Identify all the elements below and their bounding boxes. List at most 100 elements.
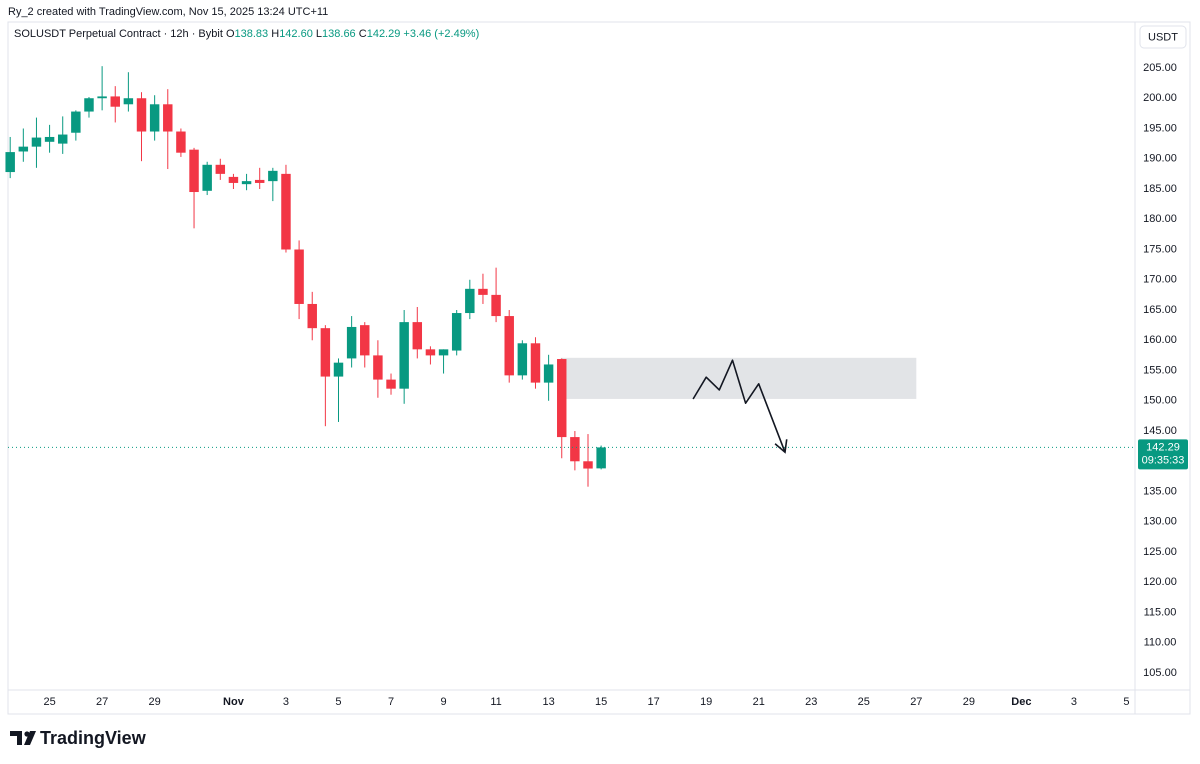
x-tick-label: 21	[753, 696, 765, 708]
x-tick-label: 17	[648, 696, 660, 708]
y-tick-label: 115.00	[1144, 606, 1177, 618]
x-tick-label: 25	[43, 696, 55, 708]
candle-body	[333, 362, 344, 377]
candle-body	[517, 343, 528, 376]
y-tick-label: 145.00	[1143, 425, 1177, 437]
ohlc-value: 138.66	[322, 28, 356, 40]
symbol: SOLUSDT Perpetual Contract · 12h · Bybit	[14, 28, 223, 40]
candle-body	[583, 461, 593, 469]
candle-body	[149, 104, 160, 132]
x-tick-label: 29	[149, 696, 161, 708]
candle-body	[570, 437, 580, 462]
y-tick-label: 170.00	[1143, 274, 1177, 286]
x-tick-label: 3	[1071, 696, 1077, 708]
ohlc-value: 142.29	[367, 28, 401, 40]
x-tick-label: 19	[700, 696, 712, 708]
brand: TradingView	[40, 728, 147, 748]
ohlc-label: H	[271, 28, 279, 40]
y-tick-label: 190.00	[1143, 153, 1177, 165]
candle-body	[320, 328, 331, 377]
candle-body	[31, 137, 42, 147]
candle-body	[504, 316, 514, 376]
brand-icon-dot	[24, 731, 30, 737]
y-tick-label: 175.00	[1143, 243, 1177, 255]
x-tick-label: 15	[595, 696, 607, 708]
y-tick-label: 130.00	[1143, 516, 1177, 528]
candle-body	[241, 181, 252, 185]
currency[interactable]: USDT	[1148, 31, 1178, 43]
y-tick-label: 205.00	[1143, 62, 1177, 74]
candle-body	[360, 325, 370, 356]
last-price-box	[1138, 439, 1188, 470]
x-tick-label: 23	[805, 696, 817, 708]
candle-body	[491, 294, 501, 317]
candle-body	[97, 96, 107, 99]
candle-body	[557, 359, 567, 438]
y-tick-label: 105.00	[1143, 667, 1177, 679]
y-tick-label: 125.00	[1143, 546, 1177, 558]
candle-body	[530, 343, 541, 383]
y-tick-label: 155.00	[1143, 364, 1177, 376]
candle-body	[5, 152, 15, 173]
countdown: 09:35:33	[1142, 454, 1185, 466]
x-tick-label: 25	[858, 696, 870, 708]
candle-body	[268, 170, 278, 182]
y-tick-label: 160.00	[1143, 334, 1177, 346]
symbol-legend: SOLUSDT Perpetual Contract · 12h · Bybit…	[14, 28, 479, 40]
ohlc-value: 142.60	[279, 28, 313, 40]
x-tick-label: 3	[283, 696, 289, 708]
candle-body	[254, 179, 265, 183]
currency-box[interactable]	[1139, 25, 1187, 49]
candle-body	[386, 379, 396, 389]
y-tick-label: 135.00	[1143, 485, 1177, 497]
candle-body	[399, 322, 409, 389]
x-tick-label: 11	[490, 696, 501, 708]
credit: Ry_2 created with TradingView.com, Nov 1…	[8, 6, 328, 18]
candle-body	[465, 288, 475, 314]
ohlc-value: 138.83	[235, 28, 269, 40]
candle-body	[478, 288, 488, 295]
x-tick-label: 27	[910, 696, 922, 708]
x-tick-label: 5	[1123, 696, 1129, 708]
projection-arrowhead	[774, 439, 788, 454]
candle-body	[202, 164, 212, 191]
x-tick-label: 9	[440, 696, 446, 708]
candle-body	[57, 134, 68, 144]
x-tick-label: 29	[963, 696, 975, 708]
candle-body	[71, 111, 81, 133]
y-tick-label: 150.00	[1143, 395, 1177, 407]
candle-body	[438, 349, 449, 356]
candle-body	[346, 326, 357, 359]
y-tick-label: 120.00	[1143, 576, 1177, 588]
candle-body	[373, 355, 383, 380]
candle-body	[44, 136, 55, 142]
ohlc-label: C	[359, 28, 367, 40]
y-tick-label: 165.00	[1143, 304, 1177, 316]
x-tick-label: 7	[388, 696, 394, 708]
x-tick-label: Nov	[223, 696, 245, 708]
candle-body	[294, 249, 304, 304]
candle-body	[84, 98, 94, 112]
brand-logo: TradingView	[10, 728, 147, 748]
candle-body	[136, 98, 147, 132]
change: +3.46 (+2.49%)	[403, 28, 479, 40]
candle-body	[281, 173, 291, 250]
ohlc-label: L	[316, 28, 322, 40]
candle-body	[307, 303, 317, 329]
candle-body	[228, 176, 239, 183]
x-tick-label: 27	[96, 696, 108, 708]
candle-body	[176, 131, 186, 153]
y-tick-label: 185.00	[1143, 183, 1177, 195]
candle-body	[18, 146, 29, 152]
candle-body	[123, 98, 134, 105]
candle-body	[451, 313, 462, 351]
candle-body	[543, 364, 554, 383]
chart-frame	[7, 21, 1191, 715]
projection-path	[692, 359, 786, 453]
x-tick-label: 5	[335, 696, 341, 708]
candle-body	[596, 447, 606, 469]
candle-body	[425, 349, 436, 356]
y-tick-label: 195.00	[1143, 122, 1177, 134]
x-tick-label: 13	[542, 696, 554, 708]
